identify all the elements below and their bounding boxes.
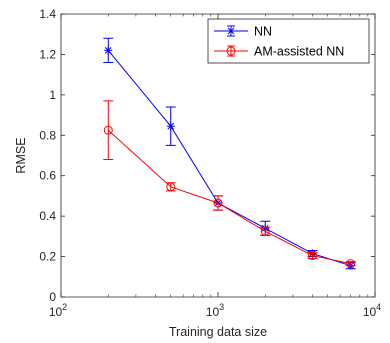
series-line <box>107 50 351 267</box>
data-point <box>346 259 356 269</box>
error-bar <box>213 195 223 211</box>
y-axis-label: RMSE <box>14 137 28 173</box>
data-point <box>166 122 175 131</box>
y-tick-label: 0.2 <box>39 250 56 264</box>
ticks-layer: 0 0.2 0.4 0.6 0.8 1 1.2 1.4 102 103 104 <box>39 7 381 319</box>
legend-label: AM-assisted NN <box>254 45 344 59</box>
legend-marker <box>227 27 235 35</box>
x-tick-label: 104 <box>363 302 381 319</box>
y-tick-label: 0.8 <box>39 128 56 142</box>
data-point <box>104 46 113 55</box>
x-axis-label: Training data size <box>169 325 267 339</box>
series-layer <box>103 37 356 270</box>
x-tick-label: 102 <box>49 302 67 319</box>
data-point <box>213 198 223 208</box>
data-point <box>166 182 176 192</box>
legend-marker <box>226 46 236 56</box>
error-bar <box>307 252 318 260</box>
data-point <box>260 226 270 236</box>
error-bar <box>103 100 114 161</box>
legend-label: NN <box>254 25 272 39</box>
y-tick-label: 0.6 <box>39 169 56 183</box>
series-1 <box>103 100 356 269</box>
legend: NN AM-assisted NN <box>207 18 370 64</box>
data-point <box>308 251 318 261</box>
y-tick-label: 0.4 <box>39 209 56 223</box>
legend-error-glyph <box>227 45 235 57</box>
series-line <box>107 129 351 265</box>
y-tick-label: 0 <box>49 290 56 304</box>
y-tick-label: 1 <box>49 88 56 102</box>
data-point <box>103 125 113 135</box>
y-tick-label: 1.2 <box>39 47 56 61</box>
x-tick-label: 103 <box>206 302 224 319</box>
y-tick-label: 1.4 <box>39 7 56 21</box>
